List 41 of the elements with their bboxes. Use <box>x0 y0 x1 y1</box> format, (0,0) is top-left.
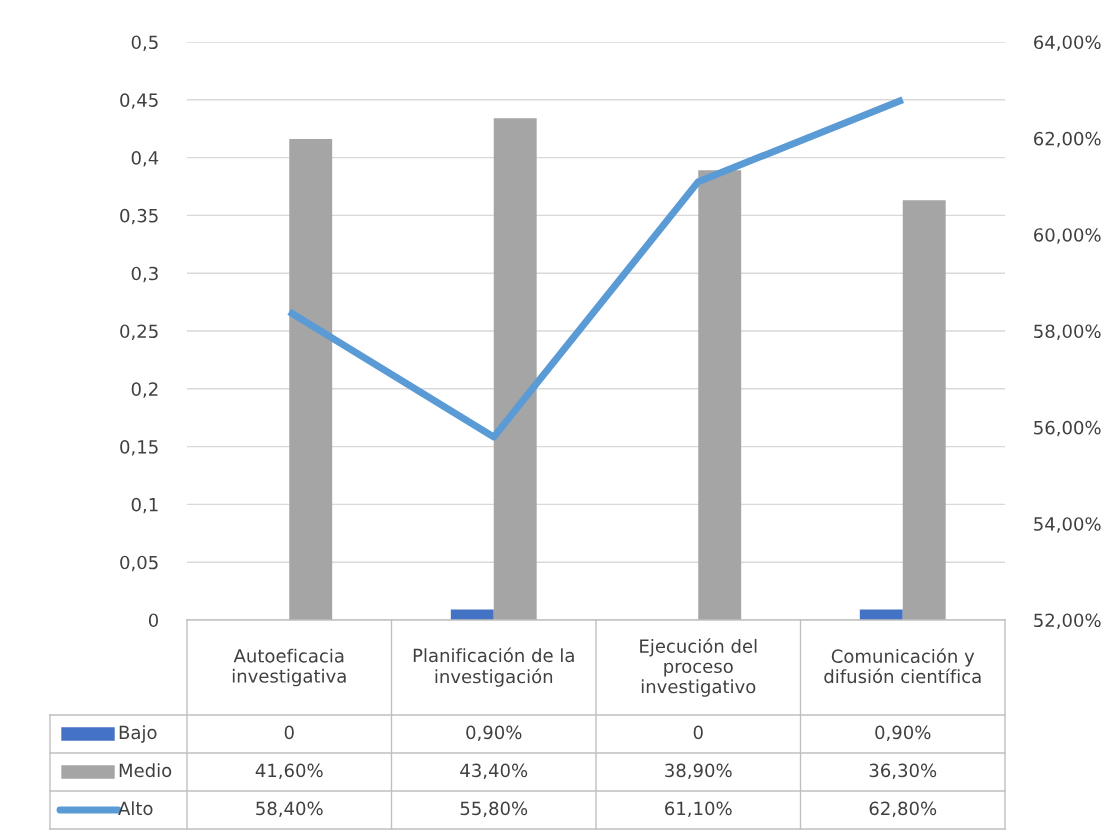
y2-tick-label: 56,00% <box>1034 420 1101 437</box>
data-label: 55,80% <box>460 801 528 818</box>
x-tick-label: Autoeficacia investigativa <box>232 648 346 687</box>
y2-tick-label: 52,00% <box>1034 613 1101 629</box>
data-label: 0 <box>284 725 294 740</box>
y-tick-label: 0 <box>148 613 159 628</box>
data-label: 36,30% <box>869 763 937 780</box>
data-label: 38,90% <box>665 763 732 780</box>
y2-tick-label: 60,00% <box>1034 228 1101 244</box>
y-tick-label: 0,05 <box>120 555 158 572</box>
y-tick-label: 0,1 <box>131 497 158 514</box>
data-label: 0,90% <box>466 725 522 742</box>
y2-tick-label: 54,00% <box>1034 517 1101 533</box>
y2-tick-label: 62,00% <box>1034 131 1101 148</box>
data-label: 0 <box>693 725 703 740</box>
y-tick-label: 0,2 <box>131 382 158 398</box>
data-label: 41,60% <box>255 763 323 780</box>
y2-tick-label: 64,00% <box>1034 35 1101 51</box>
y-tick-label: 0,35 <box>120 208 158 225</box>
bar <box>902 200 946 620</box>
legend-label: Alto <box>118 801 153 816</box>
y2-tick-label: 58,00% <box>1034 324 1101 340</box>
y-tick-label: 0,4 <box>131 151 159 167</box>
legend-label: Medio <box>119 763 172 778</box>
data-label: 58,40% <box>256 801 323 818</box>
y-tick-label: 0,15 <box>120 440 158 456</box>
bar <box>493 118 537 620</box>
data-label: 0,90% <box>875 725 931 742</box>
bar <box>289 139 333 620</box>
y-tick-label: 0,25 <box>120 324 158 340</box>
data-label: 61,10% <box>665 801 732 818</box>
y-tick-label: 0,3 <box>131 266 158 283</box>
x-tick-label: Comunicación y difusión científica <box>824 648 981 684</box>
legend-label: Bajo <box>119 725 157 743</box>
y-tick-label: 0,5 <box>131 35 158 51</box>
bar <box>698 170 742 620</box>
x-tick-label: Ejecución del proceso investigativo <box>640 638 757 697</box>
y-tick-label: 0,45 <box>120 93 158 109</box>
x-tick-label: Planificación de la investigación <box>413 647 574 687</box>
data-label: 62,80% <box>869 801 937 818</box>
data-label: 43,40% <box>460 763 528 780</box>
